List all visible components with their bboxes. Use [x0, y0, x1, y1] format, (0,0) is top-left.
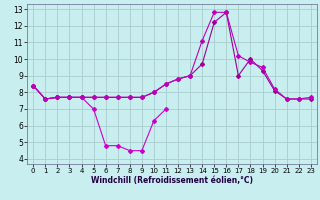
X-axis label: Windchill (Refroidissement éolien,°C): Windchill (Refroidissement éolien,°C)	[91, 176, 253, 185]
